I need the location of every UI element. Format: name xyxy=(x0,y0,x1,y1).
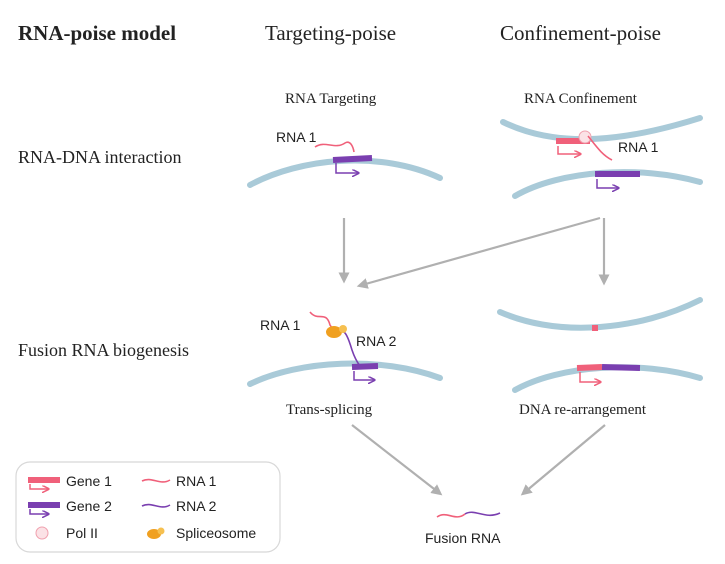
legend-gene1-label: Gene 1 xyxy=(66,473,112,489)
panel-label-rna-targeting: RNA Targeting xyxy=(285,91,377,107)
dna-strand-upper xyxy=(497,297,703,331)
arrow-rearrangement-to-fusion xyxy=(520,424,606,496)
panel-label-trans-splicing: Trans-splicing xyxy=(286,402,373,418)
column-header-targeting: Targeting-poise xyxy=(265,21,396,45)
rna1-label: RNA 1 xyxy=(276,129,317,145)
panel-trans-splicing: RNA 1 RNA 2 Trans-splicing xyxy=(247,311,443,418)
legend-rna2-icon xyxy=(141,503,171,508)
legend-gene2-label: Gene 2 xyxy=(66,498,112,514)
legend-spliceosome-icon xyxy=(147,529,161,539)
row-label-interaction: RNA-DNA interaction xyxy=(18,147,181,167)
gene1-segment xyxy=(576,364,603,371)
gene1-promoter-icon xyxy=(579,372,600,382)
panel-rna-confinement: RNA 1 xyxy=(500,115,703,199)
legend-gene1-promoter-icon xyxy=(29,484,48,489)
legend-rna1-icon xyxy=(141,478,171,483)
legend-spliceosome-label: Spliceosome xyxy=(176,525,256,541)
fusion-rna-part1 xyxy=(436,513,466,518)
rna1-label: RNA 1 xyxy=(618,139,659,155)
panel-dna-rearrangement: DNA re-arrangement xyxy=(497,297,703,418)
legend-rna1-label: RNA 1 xyxy=(176,473,217,489)
arrow-confinement-to-splicing xyxy=(356,216,601,289)
spliceosome-icon xyxy=(326,326,342,338)
pol2-icon xyxy=(578,130,592,144)
legend-rna2-label: RNA 2 xyxy=(176,498,217,514)
dna-strand-lower xyxy=(512,364,703,393)
rna1-strand xyxy=(587,135,613,161)
spliceosome-icon xyxy=(339,325,347,333)
panel-label-rna-confinement: RNA Confinement xyxy=(524,91,638,107)
arrow-splicing-to-fusion xyxy=(351,424,443,496)
rna1-strand xyxy=(314,141,355,153)
gene2-promoter-icon xyxy=(596,179,618,188)
fusion-rna-output: Fusion RNA xyxy=(425,511,501,546)
column-header-confinement: Confinement-poise xyxy=(500,21,661,45)
gene2-promoter-icon xyxy=(335,163,358,173)
legend-box xyxy=(15,461,281,553)
gene2-segment xyxy=(332,155,373,163)
fusion-rna-part2 xyxy=(464,511,501,517)
panel-rna-targeting: RNA 1 xyxy=(247,129,443,188)
gene2-segment xyxy=(601,364,641,371)
legend-spliceosome-icon xyxy=(157,527,165,535)
legend-pol2-icon xyxy=(35,526,49,540)
flow-arrows xyxy=(338,216,610,496)
gene2-segment xyxy=(351,363,379,370)
gene1-promoter-icon xyxy=(557,146,580,154)
fusion-rna-label: Fusion RNA xyxy=(425,530,501,546)
rna2-label: RNA 2 xyxy=(356,333,397,349)
legend-gene2-promoter-icon xyxy=(29,509,48,514)
dna-strand-upper xyxy=(500,115,703,143)
row-label-biogenesis: Fusion RNA biogenesis xyxy=(18,340,189,360)
dna-strand xyxy=(247,360,443,387)
gene2-promoter-icon xyxy=(353,371,374,380)
rna1-label: RNA 1 xyxy=(260,317,301,333)
diagram-title: RNA-poise model xyxy=(18,21,176,45)
panel-label-dna-rearrangement: DNA re-arrangement xyxy=(519,402,647,418)
legend: Gene 1 RNA 1 Gene 2 RNA 2 Pol II Spliceo… xyxy=(15,461,281,553)
legend-pol2-label: Pol II xyxy=(66,525,98,541)
